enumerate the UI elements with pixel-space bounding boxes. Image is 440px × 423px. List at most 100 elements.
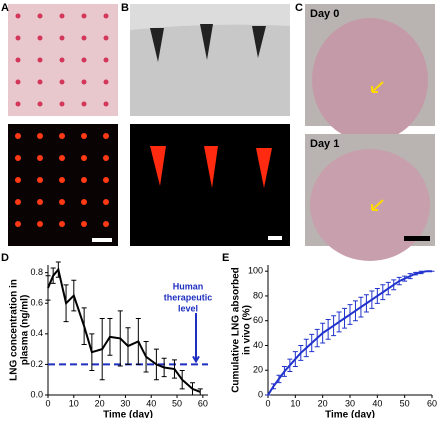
needle-tracks — [150, 24, 266, 62]
scale-bar — [268, 236, 282, 240]
microneedle-dot — [15, 57, 21, 63]
scale-bar — [404, 236, 430, 241]
x-tick-label: 40 — [372, 398, 382, 408]
y-axis-label: plasma (ng/ml) — [20, 295, 31, 366]
x-tick-label: 40 — [146, 398, 156, 408]
skin — [312, 18, 428, 142]
fluorescent-dot — [15, 133, 21, 139]
y-tick-label: 0.0 — [30, 389, 43, 399]
x-tick-label: 20 — [318, 398, 328, 408]
microneedle-dot — [81, 35, 87, 41]
panel-label: A — [1, 2, 9, 14]
microneedle-dot — [59, 35, 65, 41]
x-tick-label: 30 — [345, 398, 355, 408]
fluorescent-dot — [103, 133, 109, 139]
fluorescent-dot — [103, 177, 109, 183]
fluorescent-dot — [103, 199, 109, 205]
microneedle-dot — [15, 79, 21, 85]
data-line — [47, 267, 201, 393]
microneedle-dot — [81, 57, 87, 63]
y-axis-label: Cumulative LNG absorbed — [231, 267, 242, 393]
fluorescent-dot — [59, 155, 65, 161]
microneedle-dot — [81, 13, 87, 19]
microneedle-dot — [15, 13, 21, 19]
y-tick-label: 80 — [253, 290, 263, 300]
fluorescent-dot — [81, 221, 87, 227]
microneedle-dot — [59, 57, 65, 63]
x-tick-label: 50 — [172, 398, 182, 408]
fluorescent-dot — [15, 221, 21, 227]
fluorescent-dot — [103, 155, 109, 161]
annotation: therapeutic — [164, 292, 213, 302]
data-line — [267, 270, 432, 396]
fluorescent-dot — [81, 177, 87, 183]
y-axis-label: LNG concentration in — [9, 279, 20, 381]
microneedle-dot — [81, 101, 87, 107]
panel-label: B — [121, 2, 129, 14]
microneedle-dot — [37, 101, 43, 107]
fluorescent-dot — [37, 133, 43, 139]
microneedle-dot — [37, 35, 43, 41]
microneedle-dot — [81, 79, 87, 85]
fluorescent-dot — [15, 177, 21, 183]
photo-label: Day 1 — [310, 138, 339, 150]
x-tick-label: 10 — [290, 398, 300, 408]
photo-label: Day 0 — [310, 8, 339, 20]
fluorescent-dot — [37, 199, 43, 205]
x-tick-label: 0 — [265, 398, 270, 408]
panel-label: D — [1, 252, 9, 264]
microneedle-dot — [103, 101, 109, 107]
tissue — [130, 24, 290, 117]
y-tick-label: 0.6 — [30, 298, 43, 308]
x-tick-label: 20 — [95, 398, 105, 408]
arrow — [371, 81, 384, 93]
fluorescent-dot — [81, 133, 87, 139]
y-tick-label: 60 — [253, 315, 263, 325]
fluorescent-dot — [59, 199, 65, 205]
arrow — [371, 199, 384, 211]
x-tick-label: 50 — [400, 398, 410, 408]
annotation: level — [178, 303, 198, 313]
x-tick-label: 60 — [198, 398, 208, 408]
fluorescent-dot — [37, 155, 43, 161]
y-tick-label: 40 — [253, 340, 263, 350]
fluorescent-dot — [15, 199, 21, 205]
microneedle-dot — [59, 13, 65, 19]
microneedle-dot — [37, 13, 43, 19]
annotation-arrow — [192, 313, 200, 364]
microneedle-dot — [59, 101, 65, 107]
annotation: Human — [173, 281, 204, 291]
fluorescent-needles — [150, 146, 272, 188]
skin — [310, 149, 430, 261]
fluorescent-dot — [37, 221, 43, 227]
microneedle-dot — [103, 57, 109, 63]
x-tick-label: 10 — [69, 398, 79, 408]
x-tick-label: 0 — [45, 398, 50, 408]
microneedle-dot — [15, 101, 21, 107]
y-tick-label: 0 — [258, 389, 263, 399]
x-tick-label: 60 — [427, 398, 437, 408]
y-tick-label: 20 — [253, 365, 263, 375]
panel-label: C — [295, 2, 303, 14]
y-tick-label: 100 — [248, 266, 263, 276]
microneedle-dot — [37, 79, 43, 85]
photo-b-bottom — [130, 124, 290, 246]
y-tick-label: 0.4 — [30, 328, 43, 338]
y-tick-label: 0.8 — [30, 267, 43, 277]
y-tick-label: 0.2 — [30, 359, 43, 369]
x-tick-label: 30 — [120, 398, 130, 408]
y-axis-label: in vivo (%) — [242, 305, 253, 355]
fluorescent-dot — [59, 221, 65, 227]
microneedle-dot — [103, 79, 109, 85]
microneedle-dot — [59, 79, 65, 85]
fluorescent-dot — [59, 133, 65, 139]
photos: Day 0 Day 1 — [8, 4, 435, 261]
x-axis-label: Time (day) — [103, 410, 153, 418]
scale-bar — [92, 238, 112, 242]
fluorescent-dot — [37, 177, 43, 183]
fluorescent-dot — [81, 199, 87, 205]
microneedle-dot — [103, 35, 109, 41]
fluorescent-dot — [59, 177, 65, 183]
microneedle-dot — [37, 57, 43, 63]
